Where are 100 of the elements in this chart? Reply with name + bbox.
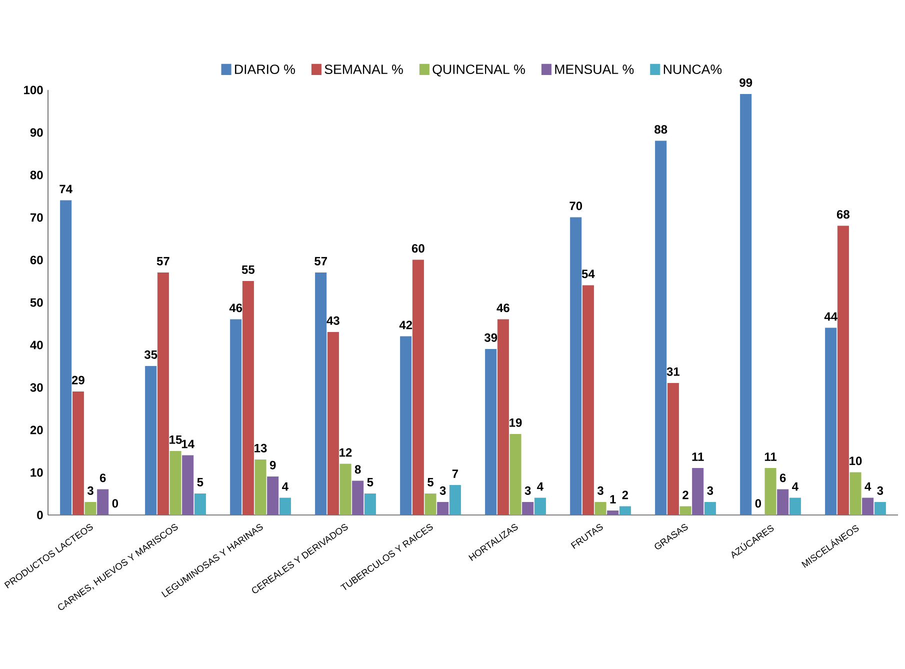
data-label: 1: [610, 495, 616, 504]
bar: [242, 280, 254, 516]
data-label: 88: [654, 125, 668, 134]
bar: [254, 459, 266, 516]
data-label: 19: [510, 418, 522, 427]
bar: [412, 260, 424, 516]
data-label: 60: [412, 244, 424, 253]
bar: [327, 332, 339, 516]
data-label: 5: [197, 478, 204, 486]
bar: [352, 480, 364, 516]
data-label: 29: [72, 376, 84, 384]
data-label: 54: [582, 270, 595, 278]
data-label: 70: [570, 202, 582, 210]
bar: [777, 489, 789, 516]
y-tick-label: 20: [30, 426, 43, 434]
data-label: 0: [755, 499, 762, 508]
data-label: 39: [484, 333, 498, 342]
bar: [364, 493, 376, 516]
bar: [170, 450, 182, 516]
y-tick-label: 30: [30, 383, 43, 392]
data-label: 0: [112, 499, 118, 508]
bar: [619, 506, 631, 516]
y-tick-label: 70: [30, 213, 43, 222]
y-tick-label: 0: [37, 510, 43, 520]
data-label: 11: [692, 452, 704, 461]
legend-label: QUINCENAL %: [432, 64, 525, 76]
data-label: 6: [780, 474, 786, 482]
data-label: 46: [229, 304, 242, 312]
data-label: 4: [864, 482, 872, 491]
legend-label: SEMANAL %: [324, 64, 403, 74]
data-label: 2: [682, 490, 688, 500]
bar: [607, 510, 619, 516]
bar: [194, 493, 206, 516]
data-label: 31: [666, 367, 680, 376]
y-tick-label: 10: [30, 468, 43, 477]
data-label: 57: [156, 256, 170, 266]
bar: [850, 472, 862, 516]
data-label: 7: [452, 470, 458, 478]
data-label: 46: [496, 304, 510, 312]
bar: [340, 464, 352, 516]
data-label: 3: [524, 486, 531, 495]
data-label: 43: [326, 316, 340, 325]
bar: [279, 498, 291, 516]
data-label: 6: [100, 474, 106, 482]
bar: [510, 434, 522, 516]
data-label: 8: [354, 465, 361, 474]
data-label: 14: [182, 440, 194, 448]
data-label: 44: [824, 312, 838, 321]
bar: [157, 272, 169, 516]
bar: [72, 391, 84, 516]
y-tick-label: 50: [30, 298, 43, 307]
bar: [449, 484, 461, 516]
bar: [424, 493, 436, 516]
y-tick-label: 80: [30, 170, 43, 180]
bar: [182, 455, 194, 516]
y-tick-label: 90: [30, 128, 43, 137]
data-label: 35: [144, 350, 158, 359]
bar: [594, 502, 606, 516]
data-label: 68: [836, 210, 850, 219]
bar: [534, 498, 546, 516]
data-label: 4: [282, 482, 288, 491]
bar: [667, 382, 679, 516]
data-label: 2: [622, 490, 628, 500]
bar: [582, 285, 594, 516]
data-label: 9: [270, 460, 276, 470]
y-tick-label: 100: [24, 86, 43, 94]
bar: [874, 502, 886, 516]
data-label: 12: [340, 448, 352, 457]
y-tick-label: 60: [30, 256, 43, 264]
data-label: 5: [428, 478, 434, 486]
data-label: 4: [792, 482, 798, 491]
data-label: 3: [597, 486, 604, 495]
bar: [692, 468, 704, 516]
bar: [837, 226, 849, 516]
data-label: 3: [440, 486, 446, 495]
data-label: 11: [764, 452, 777, 461]
bar: [497, 319, 509, 516]
data-label: 3: [87, 486, 94, 495]
data-label: 74: [60, 184, 72, 194]
data-label: 99: [740, 78, 752, 87]
data-label: 15: [170, 436, 182, 444]
bar: [522, 502, 534, 516]
data-label: 55: [242, 265, 255, 274]
data-label: 3: [877, 486, 884, 495]
bar: [764, 468, 776, 516]
data-label: 42: [399, 320, 412, 330]
bar: [680, 506, 692, 516]
data-label: 10: [850, 456, 862, 466]
data-label: 4: [537, 482, 544, 491]
bar: [437, 502, 449, 516]
bar: [704, 502, 716, 516]
legend-label: DIARIO %: [235, 64, 295, 74]
bar: [862, 498, 874, 516]
data-label: 13: [254, 444, 267, 452]
bar: [97, 489, 109, 516]
legend-label: MENSUAL %: [555, 64, 634, 74]
data-label: 57: [314, 256, 327, 266]
y-tick-label: 40: [30, 340, 43, 350]
bar: [84, 502, 96, 516]
data-label: 3: [707, 486, 714, 495]
